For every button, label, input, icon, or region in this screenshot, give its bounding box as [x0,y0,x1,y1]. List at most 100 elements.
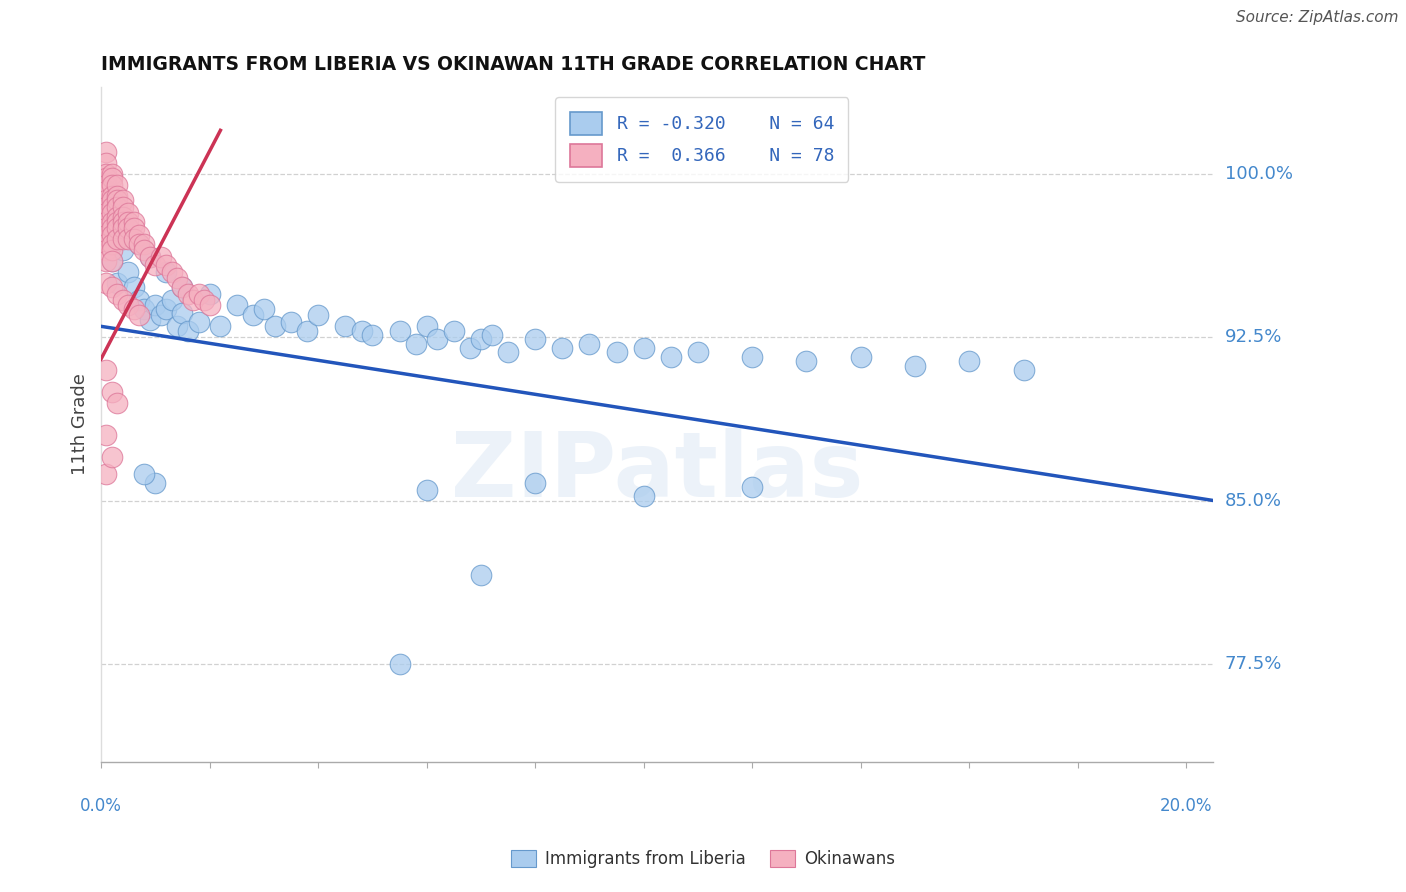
Point [105,215,128,229]
Point [686,345,709,359]
Point [128,236,150,251]
Point [741,350,763,364]
Point [166,319,188,334]
Point [172,280,194,294]
Point [187,286,209,301]
Point [101,206,124,220]
Point [242,309,264,323]
Point [143,297,166,311]
Point [155,301,177,316]
Point [122,232,145,246]
Point [122,301,145,316]
Point [117,221,139,235]
Text: 77.5%: 77.5% [1225,655,1282,673]
Point [117,265,139,279]
Point [105,188,128,202]
Point [96,227,118,242]
Point [111,243,134,257]
Point [849,350,872,364]
Point [458,341,481,355]
Point [1012,363,1035,377]
Point [128,309,150,323]
Point [111,215,134,229]
Point [101,227,124,242]
Point [111,232,134,246]
Point [105,286,128,301]
Point [957,354,980,368]
Point [481,328,503,343]
Point [111,193,134,207]
Point [388,657,411,671]
Point [470,567,492,582]
Point [96,276,118,290]
Point [122,215,145,229]
Point [139,250,162,264]
Point [105,232,128,246]
Point [134,467,156,482]
Point [96,184,118,198]
Point [96,200,118,214]
Point [101,215,124,229]
Point [96,193,118,207]
Point [904,359,927,373]
Y-axis label: 11th Grade: 11th Grade [72,374,89,475]
Text: 100.0%: 100.0% [1225,165,1292,183]
Point [105,221,128,235]
Point [96,167,118,181]
Point [101,450,124,464]
Point [117,215,139,229]
Text: 85.0%: 85.0% [1225,491,1282,509]
Point [101,221,124,235]
Point [187,315,209,329]
Point [149,309,172,323]
Point [633,341,655,355]
Point [177,324,200,338]
Legend: R = -0.320    N = 64, R =  0.366    N = 78: R = -0.320 N = 64, R = 0.366 N = 78 [555,97,848,181]
Text: 92.5%: 92.5% [1225,328,1282,346]
Point [96,171,118,186]
Point [172,306,194,320]
Point [111,211,134,225]
Point [134,236,156,251]
Point [405,336,427,351]
Point [117,297,139,311]
Point [193,293,215,308]
Point [105,232,128,246]
Point [388,324,411,338]
Point [101,254,124,268]
Point [280,315,302,329]
Point [101,236,124,251]
Point [160,293,183,308]
Point [101,200,124,214]
Point [128,227,150,242]
Point [253,301,276,316]
Point [101,188,124,202]
Point [263,319,285,334]
Point [111,293,134,308]
Point [111,200,134,214]
Point [415,483,437,497]
Point [225,297,247,311]
Point [101,384,124,399]
Text: 20.0%: 20.0% [1160,797,1212,814]
Point [139,250,162,264]
Point [105,395,128,409]
Point [796,354,818,368]
Point [166,271,188,285]
Point [96,236,118,251]
Point [96,428,118,442]
Point [105,193,128,207]
Point [578,336,600,351]
Point [101,167,124,181]
Point [551,341,574,355]
Point [177,286,200,301]
Point [101,280,124,294]
Point [633,489,655,503]
Point [128,236,150,251]
Point [160,265,183,279]
Point [96,206,118,220]
Point [96,467,118,482]
Point [96,156,118,170]
Point [143,476,166,491]
Point [111,221,134,235]
